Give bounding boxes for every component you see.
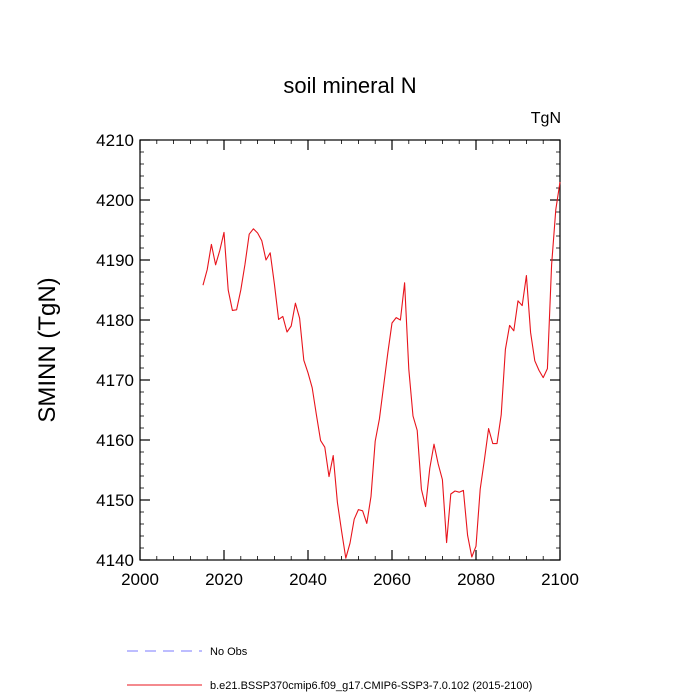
y-tick-label: 4210 [96,131,134,150]
y-tick-label: 4180 [96,311,134,330]
y-tick-labels: 4140 4150 4160 4170 4180 4190 4200 4210 [96,131,134,570]
y-axis-label: SMINN (TgN) [34,277,61,422]
x-tick-label: 2060 [373,570,411,589]
plot-data [202,181,561,559]
x-tick-label: 2080 [457,570,495,589]
legend-label: b.e21.BSSP370cmip6.f09_g17.CMIP6-SSP3-7.… [210,680,532,692]
chart-title: soil mineral N [283,73,416,98]
y-tick-label: 4160 [96,431,134,450]
x-tick-label: 2020 [205,570,243,589]
plot-axes [139,139,561,561]
y-tick-label: 4200 [96,191,134,210]
x-tick-label: 2000 [121,570,159,589]
x-tick-label: 2040 [289,570,327,589]
series-line [202,181,561,559]
x-tick-labels: 2000 2020 2040 2060 2080 2100 [121,570,579,589]
legend: No Obs b.e21.BSSP370cmip6.f09_g17.CMIP6-S… [127,646,532,692]
y-tick-label: 4170 [96,371,134,390]
units-label: TgN [531,110,561,127]
y-tick-label: 4190 [96,251,134,270]
y-tick-label: 4140 [96,551,134,570]
x-tick-label: 2100 [541,570,579,589]
plot-frame [139,139,561,561]
y-tick-label: 4150 [96,491,134,510]
legend-label: No Obs [210,646,248,658]
